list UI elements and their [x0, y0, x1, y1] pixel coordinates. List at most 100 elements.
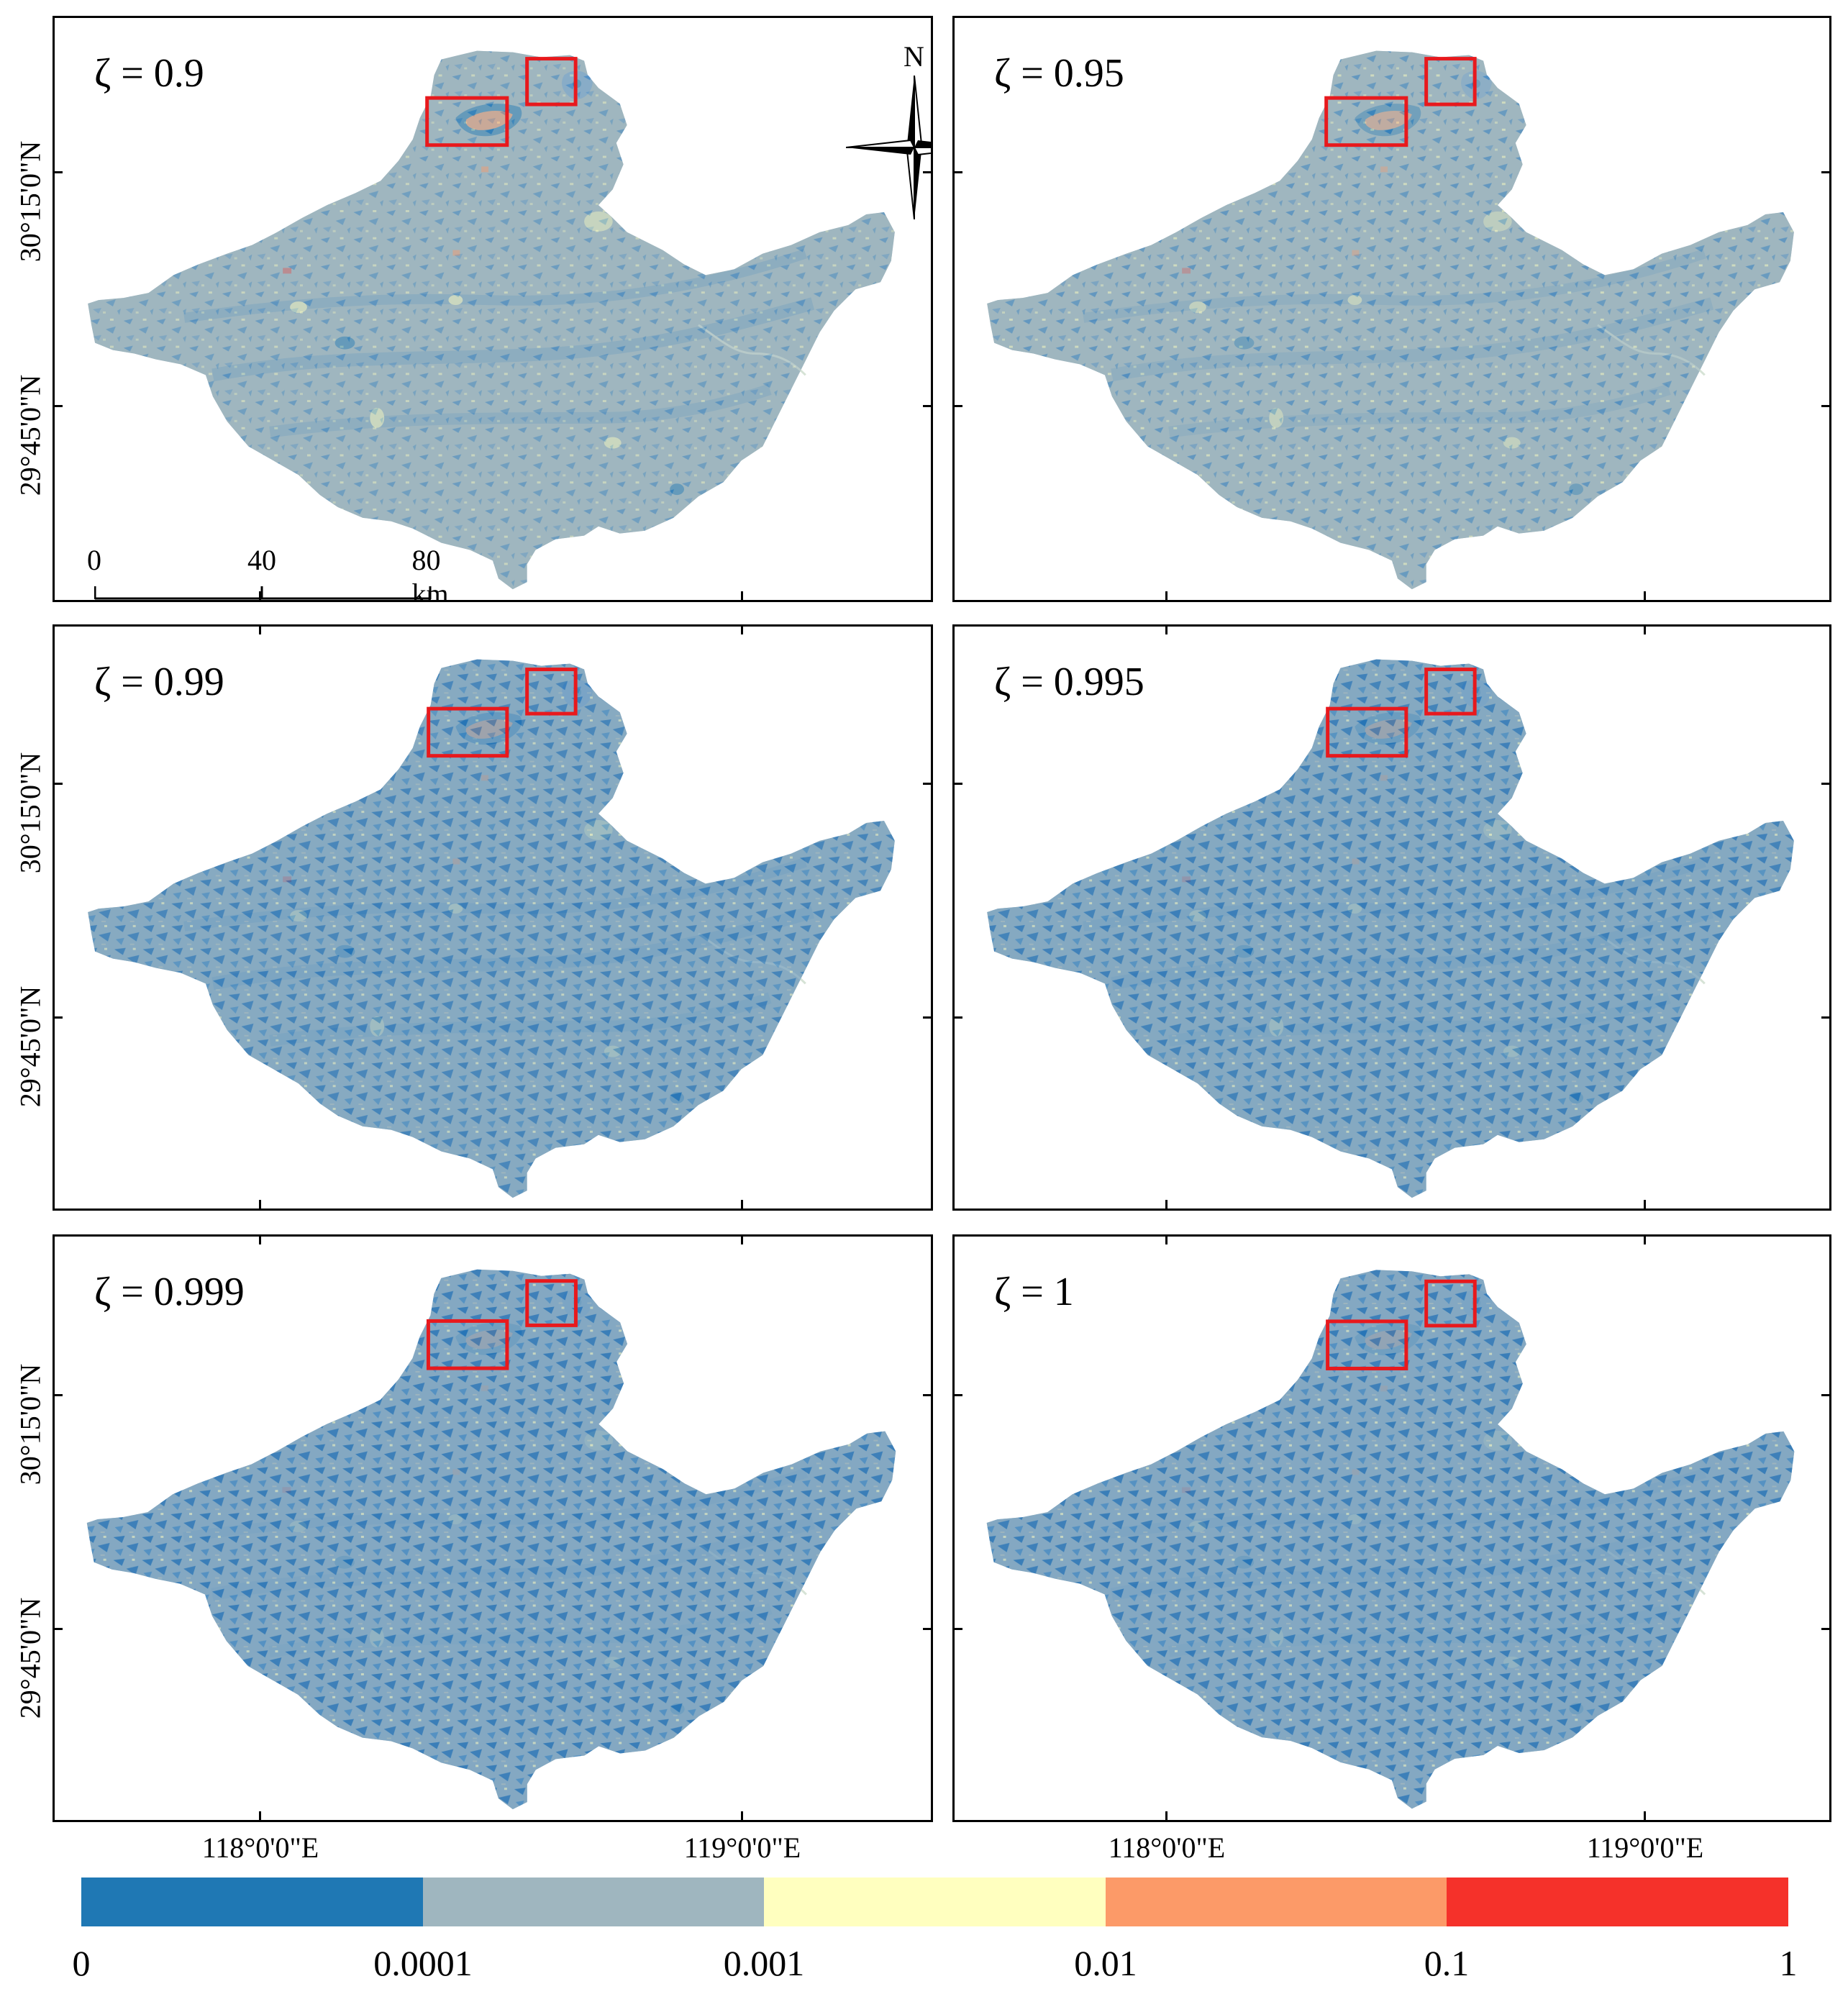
lat-tick: [952, 1016, 962, 1019]
lon-label-119: 119°0'0"E: [1586, 1831, 1704, 1864]
highlight-box-right: [1424, 57, 1477, 106]
highlight-box-left: [427, 706, 509, 758]
legend-swatch-2: [764, 1878, 1106, 1926]
lon-tick: [741, 591, 743, 601]
legend-label-0.1: 0.1: [1424, 1943, 1470, 1983]
map-panel-zeta-0.999: ζ = 0.999: [53, 1234, 933, 1822]
highlight-box-right: [525, 1279, 578, 1327]
lat-tick: [923, 171, 933, 173]
lat-label-30-15: 30°15'0"N: [14, 1363, 47, 1485]
lat-tick: [923, 1016, 933, 1019]
north-label: N: [903, 40, 924, 73]
lon-label-118: 118°0'0"E: [201, 1831, 319, 1864]
lat-tick: [1821, 783, 1831, 785]
lat-tick: [1821, 1628, 1831, 1630]
highlight-box-left: [1326, 1319, 1408, 1370]
zeta-label: ζ = 0.95: [994, 51, 1124, 96]
lat-label-29-45: 29°45'0"N: [14, 986, 47, 1108]
lon-tick: [1644, 624, 1646, 634]
probability-map: [55, 627, 931, 1209]
legend-swatch-1: [422, 1878, 765, 1926]
lat-tick: [952, 1628, 962, 1630]
probability-map: [955, 627, 1829, 1209]
probability-map: [955, 1237, 1829, 1820]
highlight-box-right: [525, 668, 578, 716]
legend-swatch-3: [1105, 1878, 1447, 1926]
lon-tick: [1165, 1200, 1167, 1210]
lat-tick: [1821, 171, 1831, 173]
highlight-box-left: [425, 96, 509, 147]
legend-label-0.0001: 0.0001: [373, 1943, 473, 1983]
lon-tick: [259, 1234, 261, 1244]
lat-tick: [53, 1016, 63, 1019]
lat-tick: [53, 405, 63, 407]
lat-label-30-15: 30°15'0"N: [14, 140, 47, 263]
lon-label-118: 118°0'0"E: [1108, 1831, 1226, 1864]
map-panel-zeta-1: ζ = 1: [952, 1234, 1831, 1822]
lon-tick: [1165, 1234, 1167, 1244]
scale-bar: 0 40 80 km: [87, 543, 449, 600]
lon-tick: [741, 1200, 743, 1210]
legend-label-0: 0: [72, 1943, 91, 1983]
legend-label-0.001: 0.001: [723, 1943, 805, 1983]
scale-label-0: 0: [87, 544, 101, 576]
map-panel-zeta-0.99: ζ = 0.99: [53, 624, 933, 1211]
zeta-label: ζ = 1: [994, 1270, 1074, 1314]
legend-swatch-4: [1447, 1878, 1788, 1926]
scale-label-40: 40: [247, 544, 276, 576]
lat-tick: [53, 171, 63, 173]
lon-tick: [1165, 1811, 1167, 1821]
lon-tick: [1644, 1811, 1646, 1821]
lon-tick: [741, 1811, 743, 1821]
highlight-box-right: [1424, 1279, 1477, 1328]
lat-tick: [53, 1628, 63, 1630]
lat-tick: [923, 783, 933, 785]
highlight-box-left: [426, 1319, 509, 1370]
lon-tick: [1644, 1234, 1646, 1244]
legend-label-0.01: 0.01: [1074, 1943, 1137, 1983]
lat-tick: [1821, 405, 1831, 407]
lat-tick: [1821, 1394, 1831, 1396]
probability-map: [55, 18, 931, 600]
highlight-box-left: [1326, 706, 1408, 758]
lon-tick: [1165, 591, 1167, 601]
lat-label-29-45: 29°45'0"N: [14, 374, 47, 496]
lat-tick: [1821, 1016, 1831, 1019]
probability-map: [55, 1237, 931, 1820]
legend-color-bar: [81, 1878, 1788, 1926]
scale-bar-line: [94, 586, 432, 600]
lon-tick: [259, 591, 261, 601]
lon-tick: [1165, 624, 1167, 634]
lon-tick: [1644, 591, 1646, 601]
map-panel-zeta-0.9: ζ = 0.9 N 0 40 80 km: [53, 16, 933, 602]
zeta-label: ζ = 0.9: [94, 51, 204, 96]
highlight-box-right: [1424, 668, 1477, 716]
lat-tick: [952, 783, 962, 785]
highlight-box-left: [1324, 96, 1408, 147]
lat-tick: [952, 405, 962, 407]
lon-tick: [259, 1811, 261, 1821]
legend-label-1: 1: [1779, 1943, 1798, 1983]
lon-tick: [259, 624, 261, 634]
lat-tick: [53, 783, 63, 785]
lon-tick: [1644, 1200, 1646, 1210]
lon-label-119: 119°0'0"E: [683, 1831, 801, 1864]
north-arrow-icon: [846, 76, 931, 219]
lat-label-30-15: 30°15'0"N: [14, 752, 47, 874]
lon-tick: [741, 624, 743, 634]
north-arrow: N: [846, 40, 931, 219]
legend-swatch-0: [81, 1878, 423, 1926]
lat-tick: [952, 171, 962, 173]
zeta-label: ζ = 0.99: [94, 660, 224, 704]
lat-tick: [952, 1394, 962, 1396]
lon-tick: [259, 1200, 261, 1210]
zeta-label: ζ = 0.999: [94, 1270, 245, 1314]
lat-label-29-45: 29°45'0"N: [14, 1597, 47, 1719]
lat-tick: [923, 1394, 933, 1396]
lat-tick: [53, 1394, 63, 1396]
lat-tick: [923, 405, 933, 407]
highlight-box-right: [525, 57, 578, 106]
probability-map: [955, 18, 1829, 600]
lat-tick: [923, 1628, 933, 1630]
lon-tick: [741, 1234, 743, 1244]
